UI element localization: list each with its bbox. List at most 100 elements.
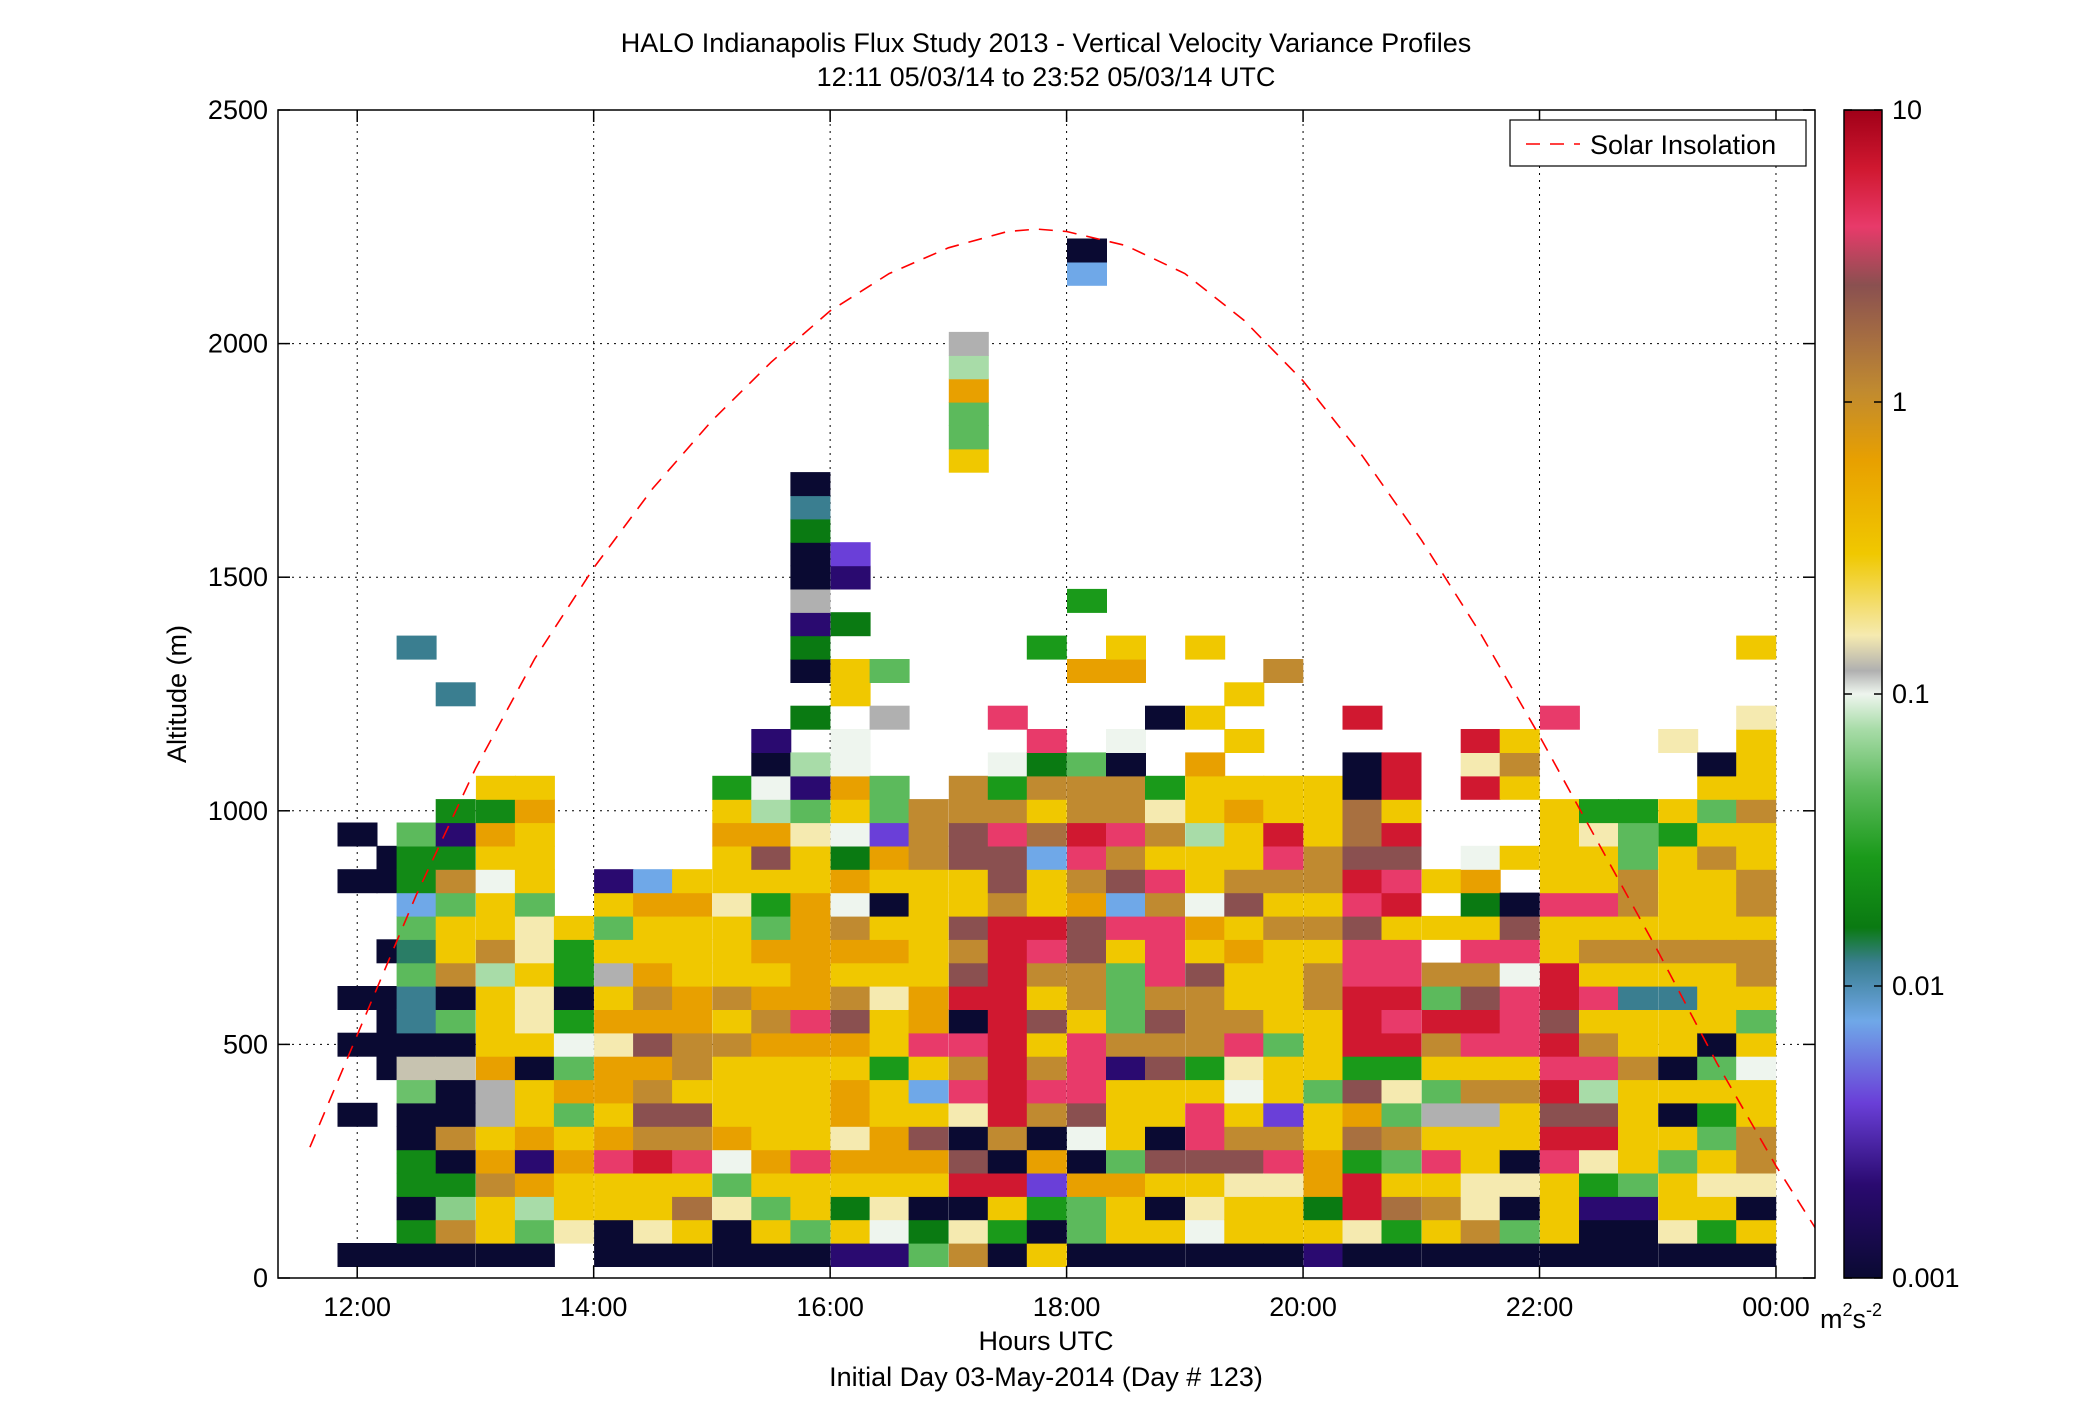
heatmap-cell-561	[1342, 892, 1383, 917]
heatmap-cell-767	[1736, 869, 1777, 894]
heatmap-cell-544	[1303, 799, 1344, 824]
heatmap-cell-474	[1185, 822, 1226, 847]
legend-label-solar-insolation: Solar Insolation	[1590, 130, 1776, 160]
heatmap-cell-250	[830, 962, 871, 987]
heatmap-cell-473	[1185, 845, 1226, 870]
heatmap-cell-260	[830, 729, 871, 753]
heatmap-cell-73	[475, 822, 516, 847]
heatmap-cell-52	[435, 822, 476, 847]
heatmap-cell-25	[396, 986, 437, 1010]
heatmap-cell-536	[1303, 986, 1344, 1010]
heatmap-cell-276	[869, 1009, 910, 1034]
heatmap-cell-558	[1342, 962, 1383, 987]
heatmap-cell-213	[790, 1079, 831, 1104]
heatmap-cell-249	[830, 986, 871, 1010]
heatmap-cell-230	[790, 635, 831, 660]
heatmap-cell-226	[790, 775, 831, 800]
heatmap-cell-328	[948, 799, 989, 824]
heatmap-cell-752	[1736, 1219, 1777, 1244]
heatmap-cell-725	[1658, 845, 1699, 870]
heatmap-cell-722	[1658, 915, 1699, 940]
heatmap-cell-219	[790, 939, 831, 964]
heatmap-cell-370	[1026, 986, 1067, 1010]
heatmap-cell-498	[1224, 822, 1265, 847]
heatmap-cell-163	[712, 1219, 753, 1244]
heatmap-cell-401	[1067, 822, 1107, 847]
heatmap-cell-222	[790, 869, 831, 894]
heatmap-cell-122	[594, 986, 635, 1010]
heatmap-cell-49	[435, 892, 476, 917]
heatmap-cell-690	[1618, 1196, 1658, 1221]
heatmap-cell-459	[1185, 1172, 1226, 1197]
heatmap-cell-104	[553, 1056, 594, 1081]
heatmap-cell-103	[553, 1079, 594, 1104]
heatmap-cell-489	[1224, 1032, 1265, 1057]
heatmap-cell-238	[830, 1243, 871, 1267]
heatmap-cell-395	[1067, 962, 1107, 987]
heatmap-cell-167	[712, 1126, 753, 1151]
heatmap-cell-772	[1736, 752, 1777, 777]
heatmap-cell-554	[1342, 1056, 1383, 1081]
heatmap-cell-736	[1697, 1079, 1738, 1104]
heatmap-cell-195	[751, 962, 792, 987]
heatmap-cell-364	[1026, 1126, 1067, 1151]
heatmap-cell-575	[1381, 1102, 1422, 1127]
heatmap-cell-647	[1539, 1243, 1580, 1267]
heatmap-cell-368	[1026, 1032, 1067, 1057]
heatmap-cell-294	[908, 1126, 949, 1151]
heatmap-cell-627	[1499, 1243, 1540, 1267]
heatmap-cell-766	[1736, 892, 1777, 917]
heatmap-cell-197	[751, 915, 792, 940]
heatmap-cell-90	[514, 915, 555, 940]
heatmap-cell-288	[869, 659, 910, 683]
heatmap-cell-465	[1185, 1032, 1226, 1057]
heatmap-cell-422	[1106, 939, 1146, 964]
heatmap-cell-393	[1067, 1009, 1107, 1034]
heatmap-cell-377	[1026, 822, 1067, 847]
heatmap-cell-264	[830, 565, 871, 590]
heatmap-cell-749	[1697, 775, 1738, 800]
heatmap-cell-598	[1421, 1079, 1462, 1104]
heatmap-cell-98	[553, 1196, 594, 1221]
heatmap-cell-715	[1658, 1079, 1699, 1104]
heatmap-cell-717	[1658, 1032, 1699, 1057]
heatmap-cell-228	[790, 705, 831, 730]
heatmap-cell-713	[1658, 1126, 1699, 1151]
heatmap-cell-540	[1303, 892, 1344, 917]
heatmap-cell-298	[908, 1032, 949, 1057]
heatmap-cell-511	[1263, 1056, 1304, 1081]
heatmap-cell-383	[1067, 1243, 1107, 1267]
heatmap-cell-322	[948, 939, 989, 964]
heatmap-cell-74	[475, 799, 516, 824]
heatmap-cell-71	[475, 869, 516, 894]
heatmap-cell-644	[1499, 775, 1540, 800]
heatmap-cell-137	[633, 1032, 674, 1057]
heatmap-cell-553	[1342, 1079, 1383, 1104]
heatmap-cell-215	[790, 1032, 831, 1057]
heatmap-cell-658	[1539, 986, 1580, 1010]
heatmap-cell-625	[1460, 752, 1501, 777]
heatmap-cell-454	[1145, 775, 1185, 800]
heatmap-cell-589	[1381, 775, 1422, 800]
heatmap-cell-20	[396, 1102, 437, 1127]
heatmap-cell-446	[1145, 962, 1185, 987]
heatmap-cell-253	[830, 892, 871, 917]
heatmap-cell-480	[1224, 1243, 1265, 1267]
heatmap-cell-529	[1303, 1149, 1344, 1174]
heatmap-cell-301	[908, 962, 949, 987]
heatmap-cell-398	[1067, 892, 1107, 917]
heatmap-cell-314	[948, 1126, 989, 1151]
heatmap-cell-452	[1145, 822, 1185, 847]
heatmap-cell-651	[1539, 1149, 1580, 1174]
heatmap-cell-2	[337, 869, 378, 894]
heatmap-cell-199	[751, 869, 792, 894]
heatmap-cell-719	[1658, 986, 1699, 1010]
heatmap-cell-139	[633, 986, 674, 1010]
heatmap-cell-379	[1026, 775, 1067, 800]
heatmap-cell-217	[790, 986, 831, 1010]
heatmap-cell-652	[1539, 1126, 1580, 1151]
heatmap-cell-34	[435, 1243, 476, 1267]
heatmap-cell-515	[1263, 962, 1304, 987]
solar-insolation-line	[309, 228, 1815, 1230]
heatmap-cell-212	[790, 1102, 831, 1127]
